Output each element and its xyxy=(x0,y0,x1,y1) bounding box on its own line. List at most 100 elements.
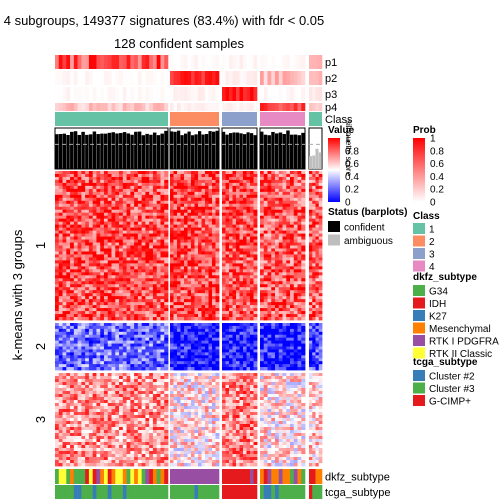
heat-cell xyxy=(122,293,127,297)
heat-cell xyxy=(115,284,120,288)
heat-cell xyxy=(275,206,280,211)
heat-cell xyxy=(73,185,78,190)
heat-cell xyxy=(267,173,272,178)
heat-cell xyxy=(122,251,127,255)
heat-cell xyxy=(92,269,97,273)
heat-cell xyxy=(225,296,230,300)
heat-cell xyxy=(92,227,97,231)
heat-cell xyxy=(315,263,320,267)
heat-cell xyxy=(81,311,86,315)
heat-cell xyxy=(191,230,195,234)
heat-cell xyxy=(141,308,146,312)
heat-cell xyxy=(164,245,169,249)
heat-cell xyxy=(107,179,112,184)
heat-cell xyxy=(122,194,127,199)
heat-cell xyxy=(236,272,240,276)
heat-cell xyxy=(88,173,94,178)
heat-cell xyxy=(107,221,112,226)
heat-cell xyxy=(149,215,154,220)
prob-cell xyxy=(194,71,199,85)
heat-cell xyxy=(126,242,131,246)
heat-cell xyxy=(58,340,63,344)
heat-cell xyxy=(250,331,254,336)
heat-cell xyxy=(275,171,280,175)
heat-cell xyxy=(122,361,127,365)
heat-cell xyxy=(77,314,82,318)
heat-cell xyxy=(92,325,97,330)
heat-cell xyxy=(239,337,244,342)
heat-cell xyxy=(315,337,320,342)
heat-cell xyxy=(73,328,78,333)
heat-cell xyxy=(293,173,298,178)
heat-cell xyxy=(236,328,240,333)
heat-cell xyxy=(62,308,67,312)
heat-cell xyxy=(286,179,291,184)
heat-cell xyxy=(184,367,188,371)
heat-cell xyxy=(184,215,188,220)
heat-cell xyxy=(243,287,247,291)
heat-cell xyxy=(271,266,276,270)
heat-cell xyxy=(198,203,202,208)
heat-cell xyxy=(312,334,316,339)
heat-cell xyxy=(309,367,313,371)
heat-cell xyxy=(173,343,178,347)
heat-cell xyxy=(309,212,313,217)
heat-cell xyxy=(70,281,75,285)
heat-cell xyxy=(70,248,75,252)
heat-cell xyxy=(301,263,306,267)
heat-cell xyxy=(282,334,287,339)
heat-cell xyxy=(312,200,316,205)
silhouette-bar xyxy=(232,132,236,169)
heat-cell xyxy=(301,343,306,347)
heat-cell xyxy=(225,230,230,234)
heat-cell xyxy=(215,206,220,211)
heat-cell xyxy=(88,197,94,202)
heat-cell xyxy=(246,179,251,184)
heat-cell xyxy=(271,284,276,288)
heat-cell xyxy=(212,257,216,261)
heat-cell xyxy=(73,323,78,327)
heat-cell xyxy=(191,334,195,339)
heat-cell xyxy=(137,272,143,276)
heat-cell xyxy=(145,269,150,273)
heat-cell xyxy=(194,349,199,353)
heat-cell xyxy=(194,227,199,231)
heat-cell xyxy=(246,355,251,359)
heat-cell xyxy=(107,191,112,196)
heat-cell xyxy=(66,269,71,273)
heat-cell xyxy=(260,361,265,365)
heat-cell xyxy=(62,352,67,356)
heat-cell xyxy=(246,197,251,202)
heat-cell xyxy=(315,343,320,347)
heat-cell xyxy=(107,197,112,202)
heat-cell xyxy=(141,188,146,193)
heat-cell xyxy=(271,299,276,303)
heat-cell xyxy=(205,349,209,353)
prob-cell xyxy=(315,87,320,101)
heat-cell xyxy=(239,308,244,312)
heat-cell xyxy=(111,266,116,270)
heat-cell xyxy=(115,367,120,371)
heat-cell xyxy=(107,328,112,333)
heat-cell xyxy=(267,275,272,279)
heat-cell xyxy=(215,245,220,249)
heat-cell xyxy=(111,278,116,282)
heat-cell xyxy=(137,317,143,321)
heat-cell xyxy=(137,299,143,303)
heat-cell xyxy=(141,248,146,252)
heat-cell xyxy=(177,239,181,243)
heat-cell xyxy=(208,302,213,306)
heat-cell xyxy=(115,185,120,190)
heat-cell xyxy=(253,367,258,371)
heat-cell xyxy=(180,212,185,217)
heat-cell xyxy=(152,308,158,312)
heat-cell xyxy=(81,203,86,208)
heat-cell xyxy=(194,203,199,208)
heat-cell xyxy=(187,197,192,202)
silhouette-bar xyxy=(201,134,205,169)
heat-cell xyxy=(160,364,165,368)
heat-cell xyxy=(149,311,154,315)
heat-cell xyxy=(134,251,139,255)
heat-cell xyxy=(243,296,247,300)
heat-cell xyxy=(232,305,237,309)
